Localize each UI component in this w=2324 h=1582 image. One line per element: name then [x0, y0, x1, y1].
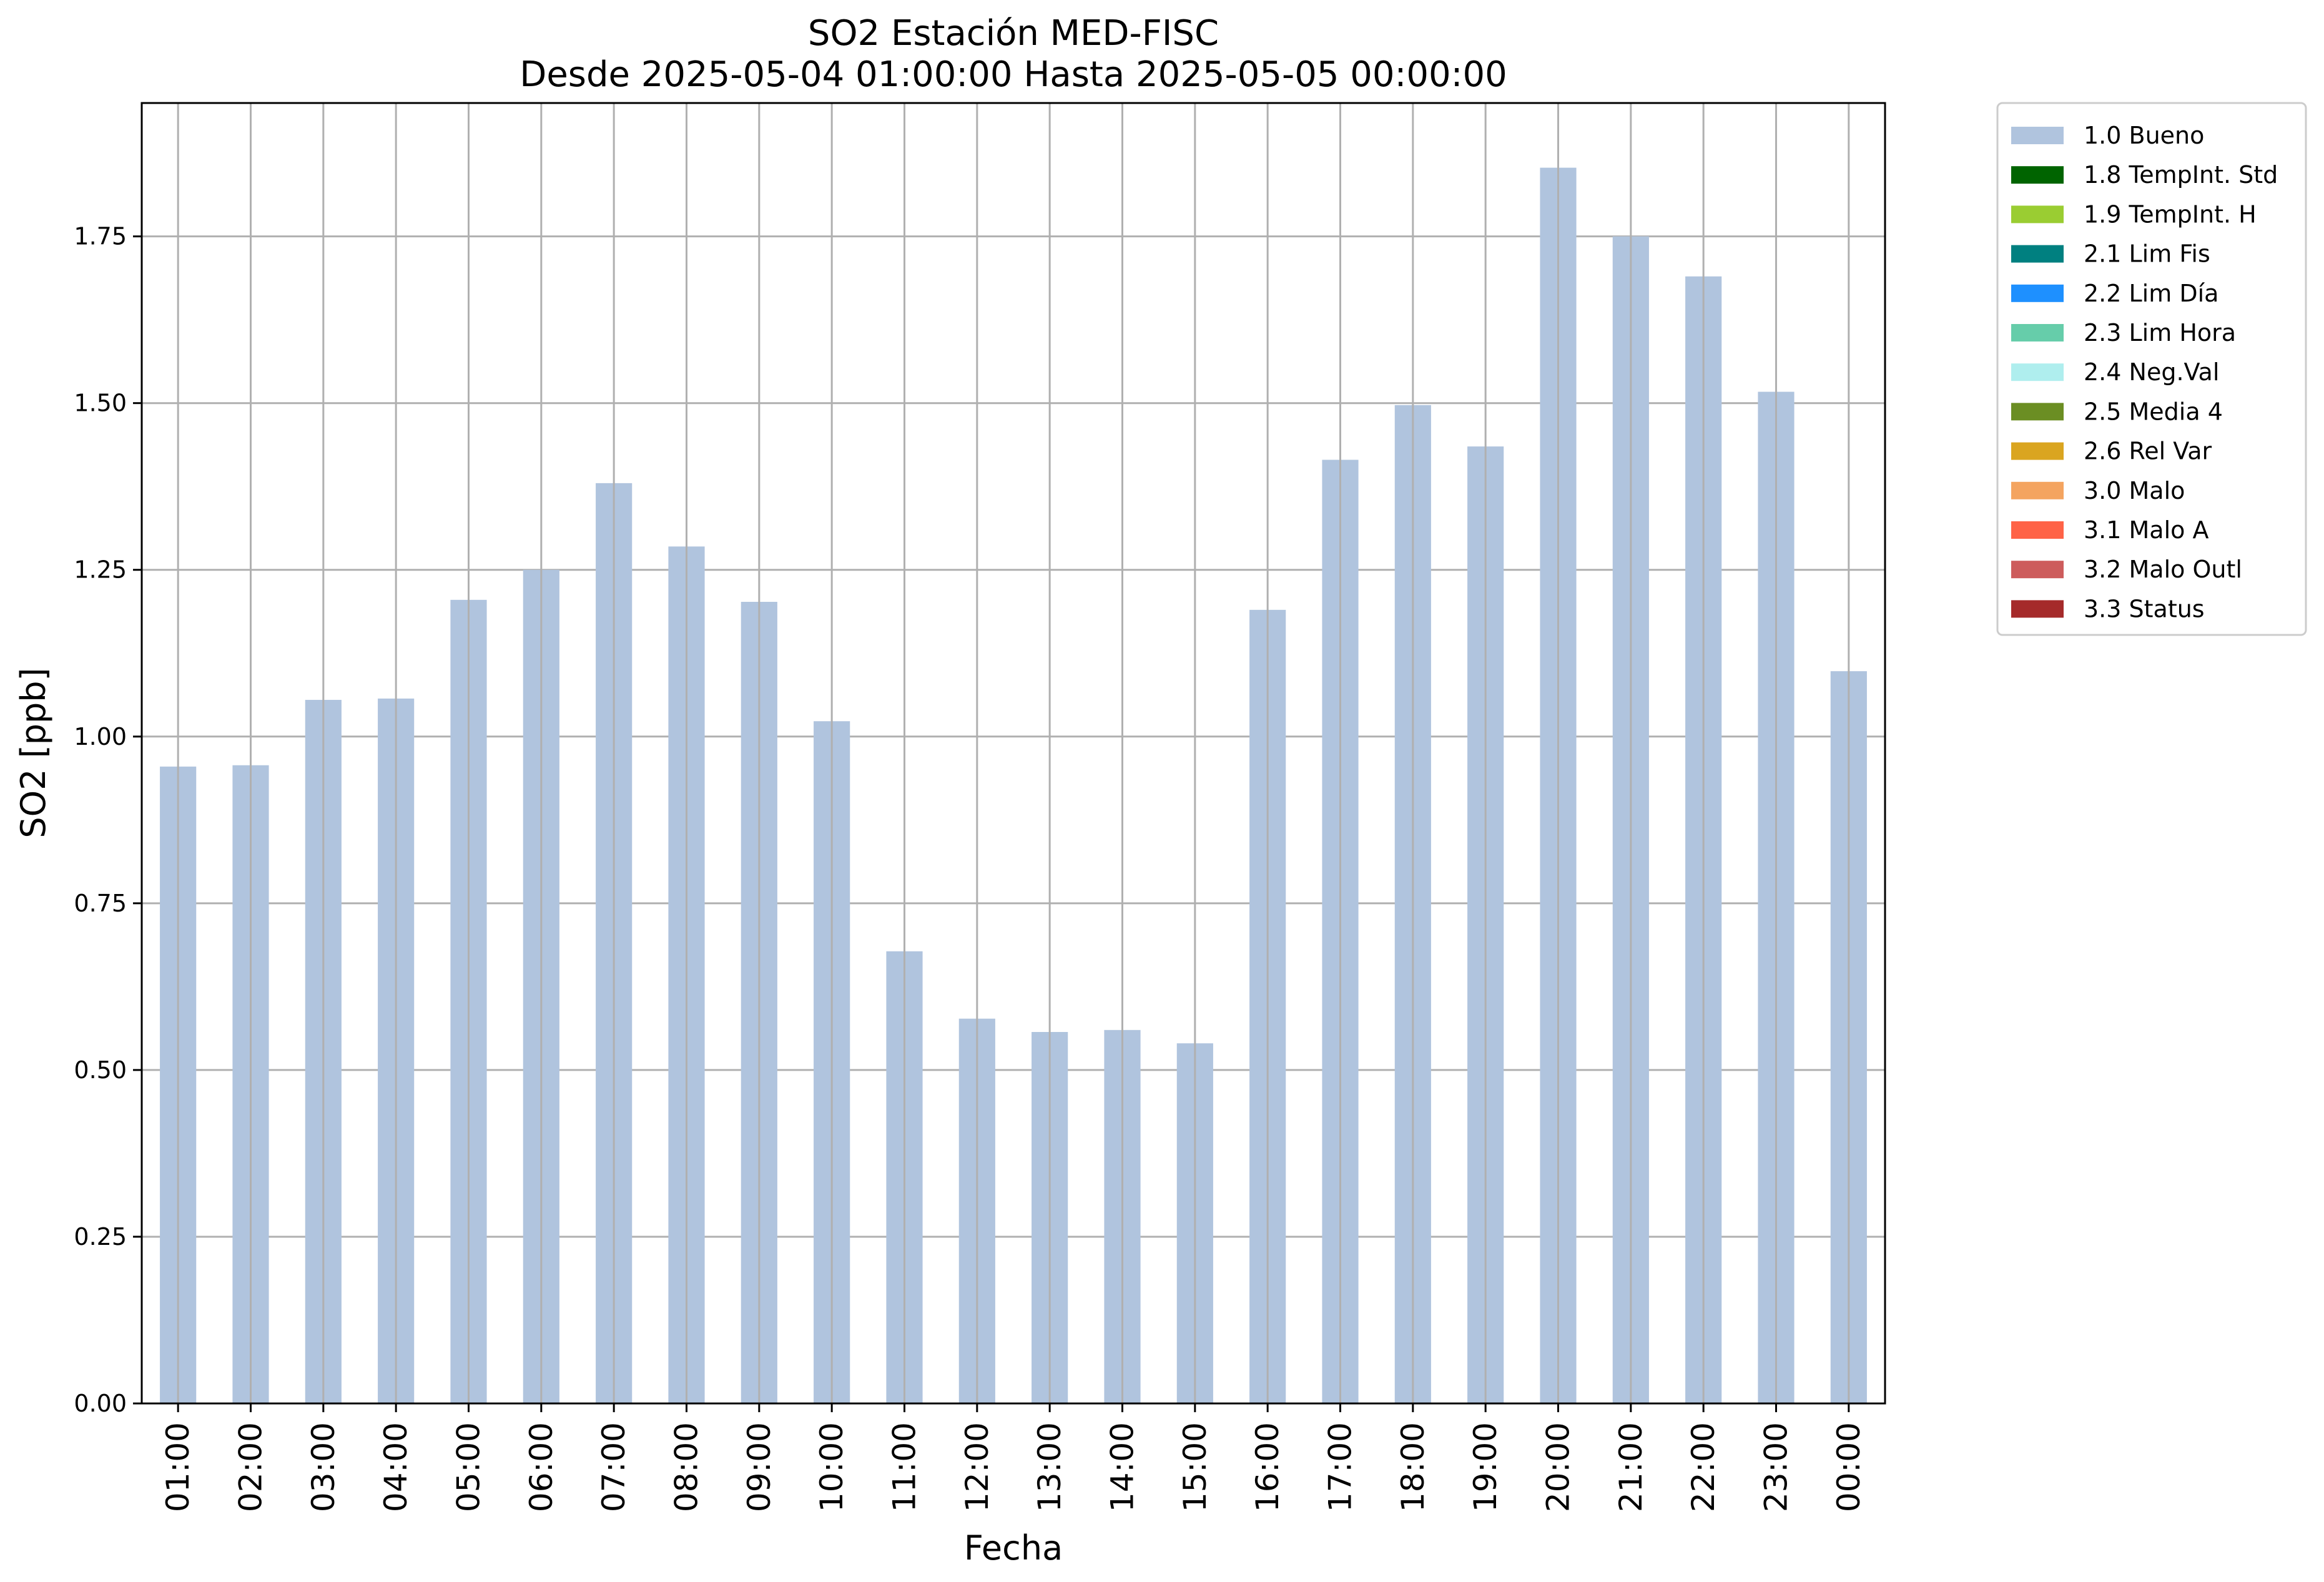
legend-swatch — [2011, 324, 2064, 341]
y-axis-label: SO2 [ppb] — [14, 667, 53, 838]
y-tick-label: 1.25 — [74, 556, 127, 584]
legend-label: 3.2 Malo Outl — [2084, 556, 2242, 583]
plot-frame — [140, 102, 1886, 1405]
legend-swatch — [2011, 442, 2064, 460]
x-tick-label: 01:00 — [160, 1422, 196, 1512]
bar-layer — [160, 167, 1867, 1404]
legend-label: 2.5 Media 4 — [2084, 398, 2223, 425]
x-tick-label: 23:00 — [1758, 1422, 1795, 1512]
legend-swatch — [2011, 127, 2064, 144]
legend-label: 2.4 Neg.Val — [2084, 358, 2219, 386]
legend-swatch — [2011, 205, 2064, 224]
legend: 1.0 Bueno 1.8 TempInt. Std 1.9 TempInt. H 2… — [1996, 102, 2307, 636]
x-tick-label: 21:00 — [1613, 1422, 1649, 1512]
vertical-grid-layer — [177, 103, 1850, 1403]
y-tick-label: 0.25 — [74, 1223, 127, 1250]
y-tick-label: 0.75 — [74, 890, 127, 917]
legend-label: 3.3 Status — [2084, 595, 2205, 622]
x-tick-label: 13:00 — [1032, 1422, 1068, 1512]
x-tick-label: 05:00 — [451, 1422, 487, 1512]
y-tick-label: 1.50 — [74, 390, 127, 417]
x-axis-label: Fecha — [964, 1528, 1063, 1568]
legend-swatch — [2011, 403, 2064, 421]
legend-label: 2.2 Lim Día — [2084, 280, 2218, 307]
y-tick-label: 1.75 — [74, 223, 127, 250]
x-tick-label: 03:00 — [305, 1422, 342, 1512]
x-tick-label: 07:00 — [596, 1422, 632, 1512]
legend-swatch — [2011, 600, 2064, 618]
legend-label: 3.0 Malo — [2084, 477, 2185, 504]
legend-swatch — [2011, 245, 2064, 263]
x-tick-label: 11:00 — [887, 1422, 923, 1512]
x-tick-label: 18:00 — [1395, 1422, 1431, 1512]
x-axis-ticks: 01:00 02:00 03:00 04:00 05:00 06:00 07:00 08:00… — [160, 1403, 1867, 1512]
legend-label: 1.8 TempInt. Std — [2084, 161, 2278, 189]
legend-label: 3.1 Malo A — [2084, 516, 2208, 544]
legend-swatch — [2011, 481, 2064, 499]
legend-label: 1.9 TempInt. H — [2084, 200, 2257, 228]
legend-swatch — [2011, 363, 2064, 381]
chart-subtitle: Desde 2025-05-04 01:00:00 Hasta 2025-05-… — [519, 54, 1507, 95]
y-axis-ticks: 0.00 0.25 0.50 0.75 1.00 1.25 1.50 1.75 — [74, 223, 142, 1417]
x-tick-label: 12:00 — [959, 1422, 995, 1512]
x-tick-label: 19:00 — [1467, 1422, 1504, 1512]
legend-swatch — [2011, 284, 2064, 302]
x-tick-label: 09:00 — [741, 1422, 777, 1512]
x-tick-label: 22:00 — [1685, 1422, 1721, 1512]
x-tick-label: 00:00 — [1831, 1422, 1867, 1512]
x-tick-label: 08:00 — [669, 1422, 705, 1512]
legend-label: 2.1 Lim Fis — [2084, 240, 2210, 268]
x-tick-label: 04:00 — [378, 1422, 414, 1512]
x-tick-label: 15:00 — [1177, 1422, 1213, 1512]
x-tick-label: 14:00 — [1105, 1422, 1141, 1512]
x-tick-label: 17:00 — [1322, 1422, 1359, 1512]
x-tick-label: 06:00 — [523, 1422, 559, 1512]
legend-label: 1.0 Bueno — [2084, 122, 2204, 149]
legend-label: 2.3 Lim Hora — [2084, 319, 2236, 346]
legend-label: 2.6 Rel Var — [2084, 438, 2212, 465]
grid-layer — [142, 235, 1885, 1405]
y-tick-label: 0.50 — [74, 1056, 127, 1084]
legend-swatch — [2011, 521, 2064, 539]
legend-box — [1996, 102, 2307, 636]
legend-swatch — [2011, 561, 2064, 579]
x-tick-label: 02:00 — [233, 1422, 269, 1512]
x-tick-label: 10:00 — [814, 1422, 850, 1512]
y-tick-label: 0.00 — [74, 1390, 127, 1417]
y-tick-label: 1.00 — [74, 723, 127, 750]
x-tick-label: 16:00 — [1249, 1422, 1286, 1512]
chart-title: SO2 Estación MED-FISC — [808, 13, 1219, 54]
legend-swatch — [2011, 166, 2064, 184]
x-tick-label: 20:00 — [1540, 1422, 1577, 1512]
